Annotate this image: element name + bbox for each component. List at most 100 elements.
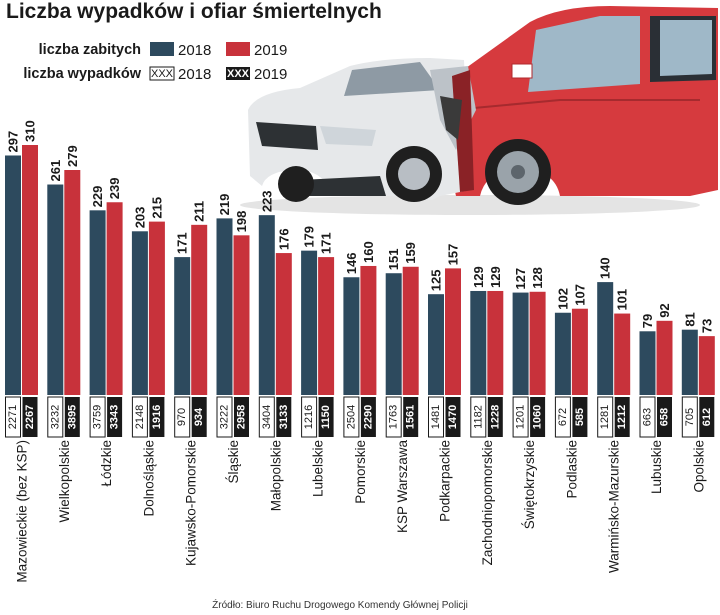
category-label: Wielkopolskie [57,440,72,523]
value-label-2019: 176 [276,228,291,250]
value-label-2018: 179 [302,226,317,248]
plot-area: 297 2271 310 2267 Mazowieckie (bez KSP) 261 32… [5,120,715,583]
accidents-box-2019 [191,397,207,437]
legend-accidents-2019-label: 2019 [254,66,287,83]
accidents-value-2019: 934 [193,407,205,426]
value-label-2019: 92 [657,303,672,317]
legend-deaths-2018-label: 2018 [178,42,211,59]
legend-swatch-deaths-2018 [150,42,174,56]
accidents-box-2018 [301,396,318,438]
accidents-box-2019 [107,397,123,437]
accidents-value-2019: 585 [574,408,586,426]
chart-title: Liczba wypadków i ofiar śmiertelnych [6,0,382,23]
accidents-box-2019 [149,397,165,437]
accidents-box-2019 [403,397,419,437]
accidents-box-2018 [5,396,21,438]
accidents-value-2018: 2504 [345,405,357,429]
accidents-value-2019: 2267 [24,405,36,429]
bar-2018 [216,218,233,395]
value-label-2019: 310 [23,120,38,142]
value-label-2018: 203 [132,207,147,229]
accidents-value-2019: 1561 [405,405,417,429]
accidents-box-2018 [131,396,148,438]
accidents-value-2018: 663 [642,408,654,426]
value-label-2019: 279 [65,145,80,167]
category-label: Mazowieckie (bez KSP) [15,440,30,583]
bar-2018 [89,210,106,395]
legend-swatch-deaths-2019 [226,42,250,56]
value-label-2019: 128 [530,267,545,289]
accidents-box-2019 [360,397,376,437]
value-label-2018: 151 [386,249,401,271]
legend-accidents-2018-label: 2018 [178,66,211,83]
accidents-value-2018: 1763 [388,405,400,429]
accidents-value-2018: 1281 [599,405,611,429]
accidents-box-2018 [258,396,275,438]
value-label-2018: 129 [471,266,486,288]
value-label-2018: 223 [259,190,274,212]
accidents-box-2018 [47,396,64,438]
car-crash-illustration [240,6,718,215]
value-label-2018: 102 [555,288,570,310]
accidents-value-2019: 658 [659,408,671,426]
category-label: Małopolskie [268,440,283,511]
category-label: Pomorskie [353,440,368,504]
value-label-2019: 215 [149,197,164,219]
accidents-box-2018 [89,396,106,438]
accidents-value-2019: 1060 [532,405,544,429]
accidents-value-2019: 3133 [278,405,290,429]
bar-2019 [529,291,546,395]
category-label: Lubuskie [649,440,664,494]
accidents-value-2019: 1212 [616,405,628,429]
legend-accidents-label: liczba wypadków [23,66,141,82]
value-label-2018: 79 [640,314,655,328]
legend-box-accidents-2019-text: XXX [227,68,250,80]
category-label: Kujawsko-Pomorskie [184,440,199,566]
category-label: Podlaskie [564,440,579,499]
value-label-2018: 140 [598,257,613,279]
bar-2018 [131,231,148,395]
value-label-2019: 107 [572,284,587,306]
bar-2018 [428,294,444,395]
accidents-box-2019 [699,397,715,437]
bar-2018 [470,290,487,395]
bar-2018 [343,277,360,395]
accidents-value-2018: 1481 [430,405,442,429]
category-label: Opolskie [691,440,706,493]
value-label-2019: 198 [234,211,249,233]
accidents-box-2018 [554,396,571,438]
value-label-2019: 171 [319,232,334,254]
category-label: Dolnośląskie [141,440,156,517]
value-label-2018: 81 [682,312,697,326]
accidents-box-2019 [614,397,630,437]
accidents-box-2018 [174,396,191,438]
bar-2019 [275,253,292,395]
accidents-box-2019 [530,397,546,437]
bar-2018 [597,282,614,395]
value-label-2018: 229 [90,186,105,208]
bar-2018 [639,331,656,395]
accidents-box-2018 [428,396,444,438]
value-label-2019: 239 [107,178,122,200]
legend-box-accidents-2019 [226,67,250,80]
accidents-value-2019: 2290 [362,405,374,429]
bar-2019 [402,266,419,395]
value-label-2018: 125 [429,269,444,291]
category-label: Łódzkie [99,440,114,487]
accidents-value-2018: 705 [684,408,696,426]
value-label-2019: 160 [361,241,376,263]
accidents-value-2019: 2958 [236,405,248,429]
accidents-box-2018 [216,396,233,438]
bar-2019 [318,257,335,395]
accidents-value-2018: 3759 [92,405,104,429]
accidents-value-2019: 1916 [151,405,163,429]
accidents-box-2019 [487,397,503,437]
bar-2019 [614,313,631,395]
accidents-box-2018 [343,396,360,438]
accidents-box-2018 [639,396,656,438]
bar-2019 [487,290,504,395]
value-label-2019: 101 [615,289,630,311]
bar-2018 [301,250,318,395]
accidents-value-2019: 1470 [447,405,459,429]
